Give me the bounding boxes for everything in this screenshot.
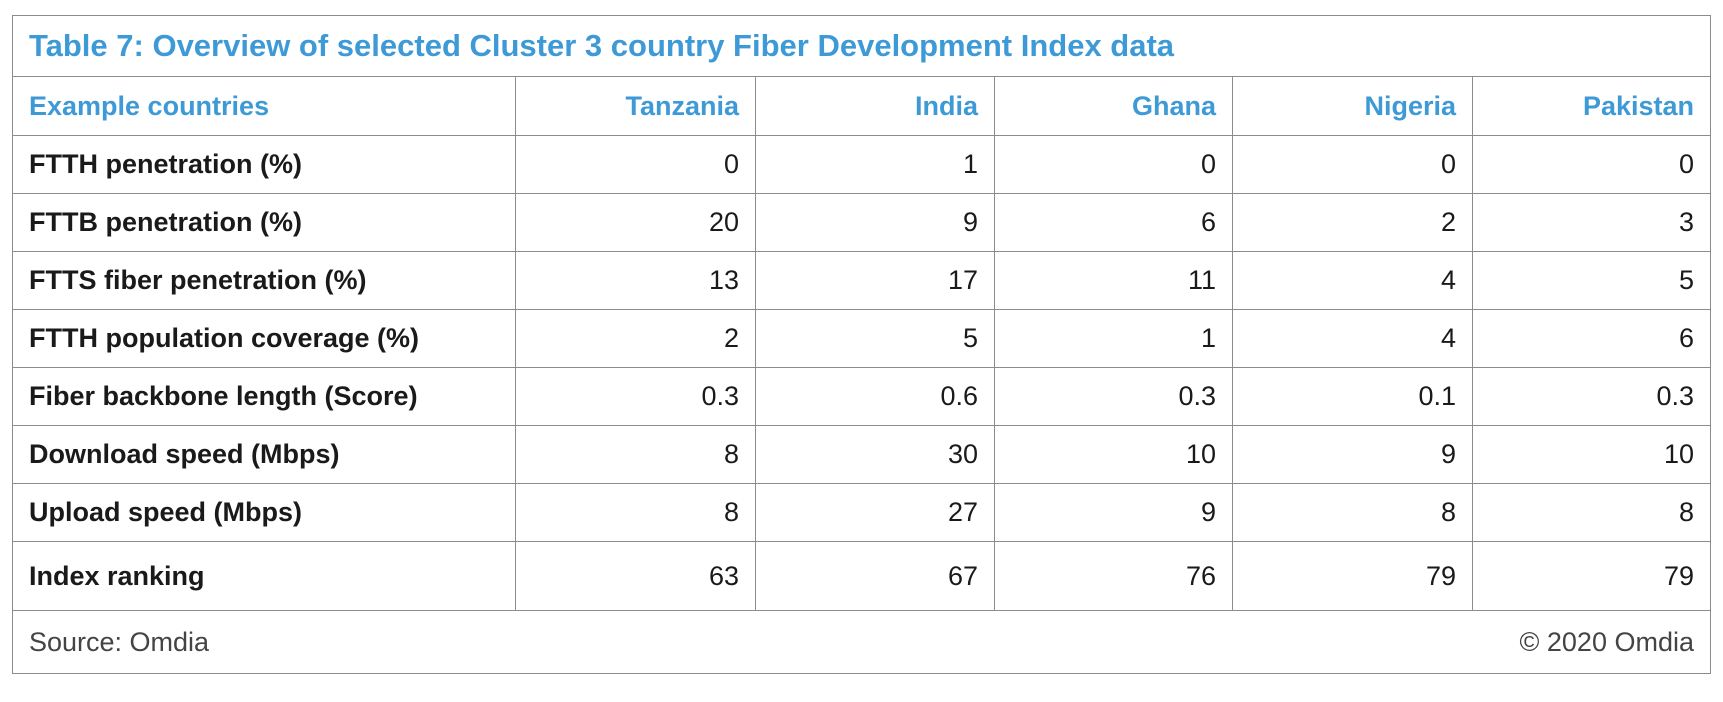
cell-value: 30	[755, 425, 995, 484]
cell-value: 3	[1472, 193, 1711, 252]
data-row: Download speed (Mbps) 8 30 10 9 10	[12, 425, 1711, 484]
cell-value: 8	[515, 483, 756, 542]
cell-value: 0	[515, 135, 756, 194]
data-row: Fiber backbone length (Score) 0.3 0.6 0.3 0.…	[12, 367, 1711, 426]
table-body: Table 7: Overview of selected Cluster 3 …	[12, 15, 1711, 674]
row-label: Download speed (Mbps)	[12, 425, 516, 484]
row-label: FTTS fiber penetration (%)	[12, 251, 516, 310]
data-table: Table 7: Overview of selected Cluster 3 …	[12, 15, 1711, 674]
row-label: FTTB penetration (%)	[12, 193, 516, 252]
cell-value: 4	[1232, 251, 1473, 310]
source-note: Source: Omdia	[29, 626, 210, 657]
data-row: FTTB penetration (%) 20 9 6 2 3	[12, 193, 1711, 252]
cell-value: 8	[1472, 483, 1711, 542]
cell-value: 13	[515, 251, 756, 310]
copyright-note: © 2020 Omdia	[1519, 626, 1695, 657]
cell-value: 10	[1472, 425, 1711, 484]
data-row: Index ranking 63 67 76 79 79	[12, 541, 1711, 611]
cell-value: 0	[994, 135, 1233, 194]
cell-value: 5	[1472, 251, 1711, 310]
column-header: Ghana	[994, 76, 1233, 136]
data-row: FTTH penetration (%) 0 1 0 0 0	[12, 135, 1711, 194]
cell-value: 67	[755, 541, 995, 611]
cell-value: 2	[1232, 193, 1473, 252]
cell-value: 5	[755, 309, 995, 368]
column-header: Tanzania	[515, 76, 756, 136]
column-header: Nigeria	[1232, 76, 1473, 136]
header-label: Example countries	[12, 76, 516, 136]
row-label: Upload speed (Mbps)	[12, 483, 516, 542]
row-label: Index ranking	[12, 541, 516, 611]
cell-value: 10	[994, 425, 1233, 484]
cell-value: 1	[994, 309, 1233, 368]
cell-value: 63	[515, 541, 756, 611]
data-row: FTTH population coverage (%) 2 5 1 4 6	[12, 309, 1711, 368]
cell-value: 27	[755, 483, 995, 542]
cell-value: 2	[515, 309, 756, 368]
cell-value: 79	[1472, 541, 1711, 611]
row-label: Fiber backbone length (Score)	[12, 367, 516, 426]
cell-value: 0.6	[755, 367, 995, 426]
data-row: FTTS fiber penetration (%) 13 17 11 4 5	[12, 251, 1711, 310]
data-row: Upload speed (Mbps) 8 27 9 8 8	[12, 483, 1711, 542]
footer-wrap: Source: Omdia © 2020 Omdia	[29, 627, 1694, 658]
header-row: Example countries Tanzania India Ghana Niger…	[12, 76, 1711, 136]
cell-value: 20	[515, 193, 756, 252]
cell-value: 0.3	[515, 367, 756, 426]
cell-value: 76	[994, 541, 1233, 611]
cell-value: 1	[755, 135, 995, 194]
footer-row: Source: Omdia © 2020 Omdia	[12, 610, 1711, 674]
column-header: India	[755, 76, 995, 136]
cell-value: 0.3	[1472, 367, 1711, 426]
cell-value: 9	[994, 483, 1233, 542]
row-label: FTTH population coverage (%)	[12, 309, 516, 368]
table-title: Table 7: Overview of selected Cluster 3 …	[12, 15, 1711, 77]
column-header: Pakistan	[1472, 76, 1711, 136]
cell-value: 0.1	[1232, 367, 1473, 426]
cell-value: 8	[515, 425, 756, 484]
cell-value: 79	[1232, 541, 1473, 611]
cell-value: 0.3	[994, 367, 1233, 426]
cell-value: 0	[1472, 135, 1711, 194]
cell-value: 8	[1232, 483, 1473, 542]
cell-value: 0	[1232, 135, 1473, 194]
cell-value: 9	[755, 193, 995, 252]
title-row: Table 7: Overview of selected Cluster 3 …	[12, 15, 1711, 77]
cell-value: 6	[994, 193, 1233, 252]
footer-cell: Source: Omdia © 2020 Omdia	[12, 610, 1711, 674]
cell-value: 11	[994, 251, 1233, 310]
row-label: FTTH penetration (%)	[12, 135, 516, 194]
cell-value: 17	[755, 251, 995, 310]
cell-value: 4	[1232, 309, 1473, 368]
cell-value: 6	[1472, 309, 1711, 368]
cell-value: 9	[1232, 425, 1473, 484]
